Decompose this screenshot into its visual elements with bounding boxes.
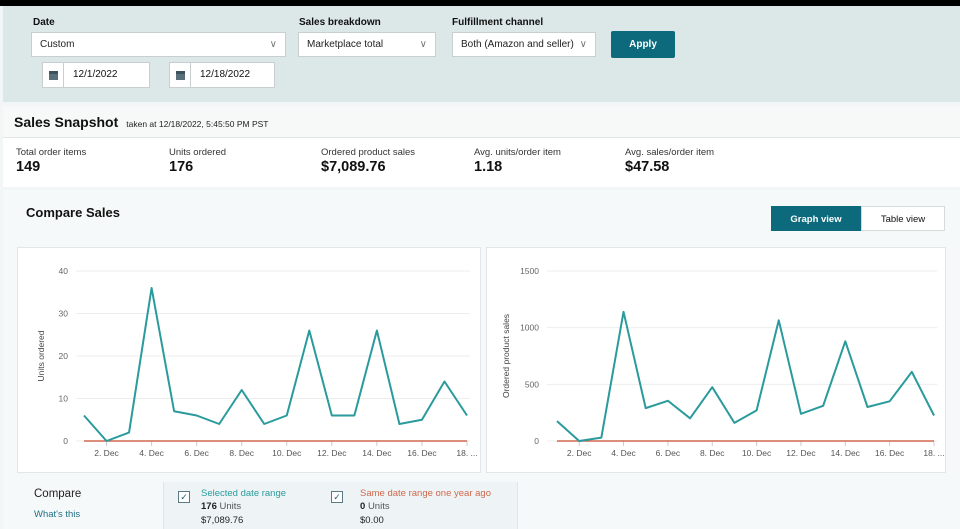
apply-button[interactable]: Apply <box>611 31 675 58</box>
chevron-down-icon: ∨ <box>419 39 427 50</box>
end-date-field[interactable]: 12/18/2022 <box>169 62 275 88</box>
x-tick-label: 4. Dec <box>611 448 636 458</box>
sales-breakdown-label: Sales breakdown <box>299 17 381 28</box>
metric-label: Units ordered <box>169 147 227 158</box>
x-tick-label: 12. Dec <box>317 448 347 458</box>
selected-range-checkbox[interactable]: ✓ <box>178 491 190 503</box>
fulfillment-channel-select[interactable]: Both (Amazon and seller) ∨ <box>452 32 596 57</box>
sales-breakdown-select[interactable]: Marketplace total ∨ <box>298 32 436 57</box>
y-tick-label: 0 <box>534 436 539 446</box>
metric-value: $7,089.76 <box>321 159 386 175</box>
sales-breakdown-value: Marketplace total <box>307 39 384 50</box>
compare-sales-title: Compare Sales <box>26 205 120 220</box>
y-tick-label: 1000 <box>520 323 539 333</box>
x-tick-label: 6. Dec <box>656 448 681 458</box>
filter-panel: Date Custom ∨ 12/1/2022 12/18/2022 Sales … <box>3 6 960 102</box>
snapshot-timestamp: taken at 12/18/2022, 5:45:50 PM PST <box>126 119 269 129</box>
metric-total-order-items: Total order items 149 <box>16 147 86 175</box>
metric-label: Avg. sales/order item <box>625 147 715 158</box>
start-date-value: 12/1/2022 <box>73 69 118 80</box>
x-tick-label: 8. Dec <box>229 448 254 458</box>
y-tick-label: 1500 <box>520 266 539 276</box>
x-tick-label: 6. Dec <box>184 448 209 458</box>
table-view-button[interactable]: Table view <box>861 206 945 231</box>
selected-series-line <box>83 287 468 442</box>
x-tick-label: 10. Dec <box>742 448 772 458</box>
whats-this-link[interactable]: What's this <box>34 509 81 520</box>
selected-units-number: 176 <box>201 501 217 512</box>
y-axis-label: Ordered product sales <box>501 314 511 398</box>
fulfillment-channel-value: Both (Amazon and seller) <box>461 39 574 50</box>
top-bar <box>0 0 960 6</box>
metric-ordered-product-sales: Ordered product sales $7,089.76 <box>321 147 415 175</box>
x-tick-label: 18. ... <box>923 448 944 458</box>
x-tick-label: 4. Dec <box>139 448 164 458</box>
x-tick-label: 12. Dec <box>786 448 816 458</box>
start-date-field[interactable]: 12/1/2022 <box>42 62 150 88</box>
last-year-sales: $0.00 <box>360 515 384 526</box>
last-year-units-number: 0 <box>360 501 366 512</box>
date-range-value: Custom <box>40 39 75 50</box>
y-tick-label: 0 <box>63 436 68 446</box>
y-tick-label: 500 <box>525 379 539 389</box>
selected-series-line <box>556 310 935 442</box>
x-tick-label: 10. Dec <box>272 448 302 458</box>
end-date-value: 12/18/2022 <box>200 69 251 80</box>
compare-label: Compare <box>34 488 82 500</box>
x-tick-label: 16. Dec <box>407 448 437 458</box>
metric-label: Ordered product sales <box>321 147 415 158</box>
metric-value: 149 <box>16 159 41 175</box>
date-label: Date <box>33 17 55 28</box>
snapshot-title: Sales Snapshot <box>14 114 119 130</box>
chevron-down-icon: ∨ <box>269 39 277 50</box>
calendar-icon[interactable] <box>43 63 64 87</box>
metric-value: $47.58 <box>625 159 670 175</box>
x-tick-label: 2. Dec <box>567 448 592 458</box>
x-tick-label: 16. Dec <box>875 448 905 458</box>
legend-panel <box>163 482 518 529</box>
date-range-select[interactable]: Custom ∨ <box>31 32 286 57</box>
y-tick-label: 30 <box>59 309 69 319</box>
y-tick-label: 10 <box>59 394 69 404</box>
last-year-checkbox[interactable]: ✓ <box>331 491 343 503</box>
calendar-icon[interactable] <box>170 63 191 87</box>
sales-snapshot: Sales Snapshot taken at 12/18/2022, 5:45:… <box>3 107 960 187</box>
y-axis-label: Units ordered <box>36 330 46 381</box>
compare-sales-section: Compare Sales Graph view Table view 0 10 2… <box>3 190 960 529</box>
x-tick-label: 2. Dec <box>94 448 119 458</box>
selected-sales: $7,089.76 <box>201 515 244 526</box>
last-year-units-word: Units <box>367 501 390 512</box>
x-tick-label: 8. Dec <box>700 448 725 458</box>
units-ordered-chart: 0 10 20 30 40 2. Dec 4. Dec 6. Dec 8. Dec 10. Dec… <box>17 247 481 473</box>
metric-label: Avg. units/order item <box>474 147 561 158</box>
selected-units-word: Units <box>219 501 242 512</box>
selected-range-label: Selected date range <box>201 488 287 499</box>
last-year-label: Same date range one year ago <box>360 488 491 499</box>
metric-value: 176 <box>169 159 194 175</box>
metric-value: 1.18 <box>474 159 503 175</box>
metric-units-ordered: Units ordered 176 <box>169 147 226 175</box>
x-tick-label: 14. Dec <box>831 448 861 458</box>
chevron-down-icon: ∨ <box>579 39 587 50</box>
x-tick-label: 14. Dec <box>362 448 392 458</box>
ordered-sales-chart: 0 500 1000 1500 2. Dec 4. Dec 6. Dec 8. Dec 10. … <box>486 247 946 473</box>
y-tick-label: 40 <box>59 266 69 276</box>
y-tick-label: 20 <box>59 351 69 361</box>
metric-avg-sales: Avg. sales/order item $47.58 <box>625 147 714 175</box>
metric-avg-units: Avg. units/order item 1.18 <box>474 147 561 175</box>
metric-label: Total order items <box>16 147 87 158</box>
fulfillment-channel-label: Fulfillment channel <box>452 17 544 28</box>
graph-view-button[interactable]: Graph view <box>771 206 861 231</box>
x-tick-label: 18. ... <box>456 448 477 458</box>
